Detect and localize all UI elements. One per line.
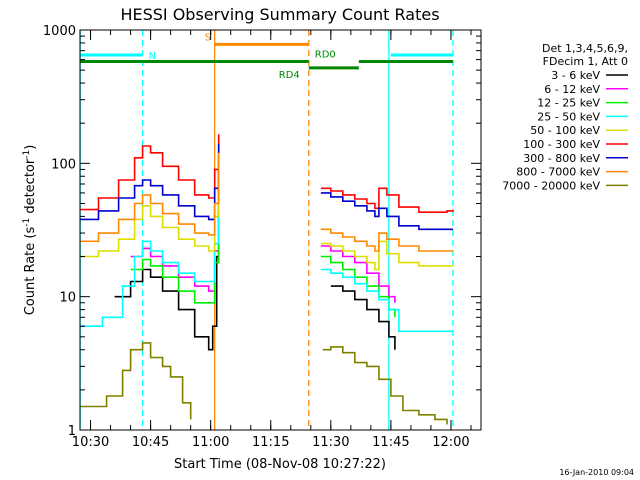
y-tick-label-2: 100 (51, 157, 76, 172)
x-tick-label-5: 11:45 (372, 435, 409, 450)
legend-entry-label-6: 300 - 800 keV (523, 152, 600, 165)
flag-label-3: RD0 (315, 50, 336, 61)
series-2-line-a (130, 169, 220, 304)
series-8-line-b (322, 346, 448, 425)
series-6-line-a (80, 143, 220, 221)
plot-area: N S RD0 RD4 (79, 30, 454, 430)
legend-entry-label-1: 6 - 12 keV (544, 83, 600, 96)
series-4-line-a (80, 157, 220, 258)
flag-label-2: S (205, 32, 211, 43)
legend-entry-label-3: 25 - 50 keV (537, 110, 600, 123)
x-tick-label-6: 12:00 (432, 435, 469, 450)
x-tick-label-1: 10:45 (132, 435, 169, 450)
flag-label-0: N (149, 51, 156, 62)
y-axis-label: Count Rate (s-1 detector-1) (22, 145, 38, 316)
x-tick-label-0: 10:30 (72, 435, 109, 450)
series-4-line-b (320, 240, 453, 271)
series-7-line-a (80, 152, 220, 243)
chart-title: HESSI Observing Summary Count Rates (120, 5, 439, 24)
legend-header-line-1: Det 1,3,4,5,6,9, (542, 42, 628, 55)
y-tick-label-3: 1000 (43, 24, 76, 39)
series-5-line-a (80, 134, 220, 211)
x-tick-label-4: 11:30 (312, 435, 349, 450)
axes: 1 10 100 1000 10:30 10:45 11:00 11:15 11:30 11:45… (43, 24, 482, 450)
legend-entry-label-2: 12 - 25 keV (537, 97, 600, 110)
y-tick-label-1: 10 (59, 291, 76, 306)
legend-entry-label-5: 100 - 300 keV (523, 138, 600, 151)
series-3-line-b (320, 268, 453, 333)
legend-entry-label-8: 7000 - 20000 keV (502, 179, 600, 192)
legend-entry-label-4: 50 - 100 keV (530, 124, 600, 137)
legend-entry-label-7: 800 - 7000 keV (516, 166, 600, 179)
series-6-line-b (320, 192, 453, 231)
series-0-line-a (114, 176, 220, 351)
series-3-line-a (80, 163, 220, 327)
plot-frame (79, 29, 482, 431)
x-tick-label-3: 11:15 (252, 435, 289, 450)
y-tick-label-0: 1 (68, 424, 76, 439)
series-8-line-a (80, 342, 192, 420)
series-7-line-b (320, 228, 453, 252)
flag-label-4: RD4 (279, 70, 300, 81)
footer-date: 16-Jan-2010 09:04 (559, 468, 634, 477)
x-tick-label-2: 11:00 (192, 435, 229, 450)
legend-header-line-2: FDecim 1, Att 0 (543, 55, 628, 68)
legend-entry-label-0: 3 - 6 keV (551, 69, 600, 82)
series-0-line-b (330, 285, 396, 350)
x-axis-label: Start Time (08-Nov-08 10:27:22) (174, 457, 386, 472)
